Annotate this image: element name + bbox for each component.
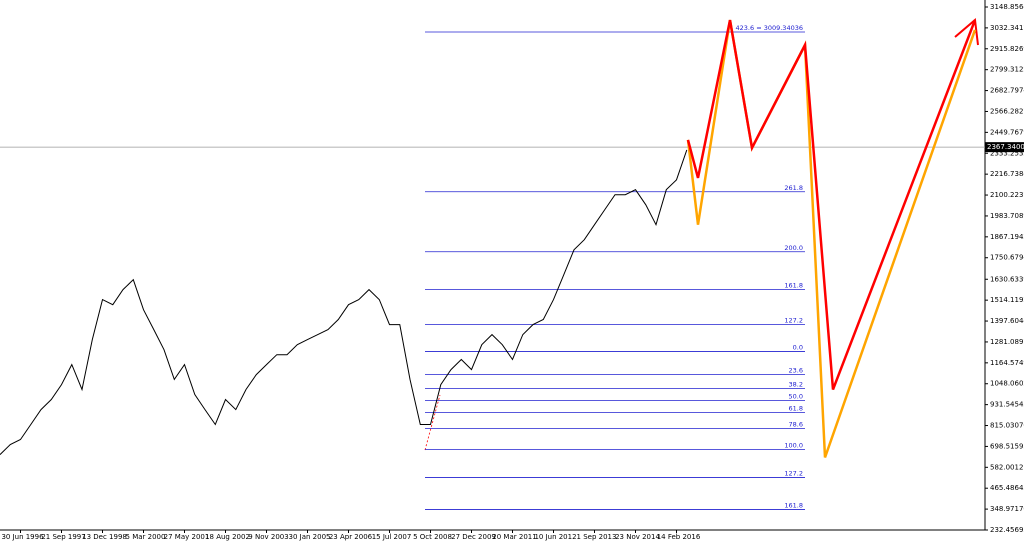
fib-label: 100.0	[784, 441, 803, 449]
y-tick-label: 3148.85645	[990, 3, 1024, 11]
arrow-head	[954, 18, 979, 46]
y-tick-label: 931.54545	[990, 401, 1024, 409]
x-tick-label: 1 Sep 2013	[577, 533, 617, 541]
y-tick-label: 2449.76795	[990, 128, 1024, 136]
y-tick-label: 2915.82695	[990, 45, 1024, 53]
x-tick-label: 13 Dec 1998	[82, 533, 127, 541]
y-tick-label: 465.48645	[990, 484, 1024, 492]
x-tick-label: 14 Feb 2016	[657, 533, 701, 541]
fib-label: 200.0	[784, 244, 803, 252]
y-tick-label: 348.97170	[990, 505, 1024, 513]
y-tick-label: 2333.25320	[990, 149, 1024, 157]
x-tick-label: 10 Jun 2012	[534, 533, 576, 541]
x-tick-label: 5 Mar 2000	[126, 533, 166, 541]
fib-label: 127.2	[784, 317, 803, 325]
fib-trend-line	[424, 394, 441, 451]
x-tick-label: 18 Aug 2002	[205, 533, 250, 541]
y-tick-label: 2216.73845	[990, 170, 1024, 178]
x-tick-label: 9 Nov 2003	[248, 533, 288, 541]
fib-label: 423.6 = 3009.34036	[736, 24, 803, 32]
projection-line	[686, 19, 977, 390]
y-tick-label: 2100.22370	[990, 191, 1024, 199]
fib-label: 38.2	[789, 381, 803, 389]
y-tick-label: 3032.34170	[990, 24, 1024, 32]
y-tick-label: 2799.31220	[990, 66, 1024, 74]
fib-label: 50.0	[789, 393, 803, 401]
fib-label: 127.2	[784, 469, 803, 477]
price-line	[0, 149, 688, 455]
current-price-label: 2367.34000	[987, 143, 1024, 151]
fib-label: 161.8	[784, 501, 803, 509]
y-tick-label: 1514.11920	[990, 296, 1024, 304]
fib-label: 78.6	[789, 420, 803, 428]
y-tick-label: 1750.67945	[990, 254, 1024, 262]
fib-label: 0.0	[793, 344, 803, 352]
fib-label: 161.8	[784, 282, 803, 290]
x-tick-label: 21 Sep 1997	[41, 533, 85, 541]
y-tick-label: 1630.63395	[990, 275, 1024, 283]
y-tick-label: 1048.06020	[990, 380, 1024, 388]
x-tick-label: 30 Jun 1996	[1, 533, 44, 541]
projection-line	[686, 19, 977, 458]
x-tick-label: 5 Oct 2008	[413, 533, 452, 541]
y-tick-label: 2682.79745	[990, 87, 1024, 95]
x-tick-label: 20 Mar 2011	[492, 533, 536, 541]
fib-label: 61.8	[789, 404, 803, 412]
current-price-box	[985, 142, 1024, 153]
y-tick-label: 582.0012	[990, 463, 1023, 471]
y-tick-label: 2566.28270	[990, 107, 1024, 115]
x-tick-label: 27 Dec 2009	[451, 533, 496, 541]
fib-label: 23.6	[789, 367, 803, 375]
y-tick-label: 1164.57495	[990, 359, 1024, 367]
y-tick-label: 1397.60445	[990, 317, 1024, 325]
x-tick-label: 15 Jul 2007	[372, 533, 412, 541]
y-tick-label: 232.45695	[990, 526, 1024, 534]
x-tick-label: 27 May 2001	[164, 533, 210, 541]
y-tick-label: 1983.70895	[990, 212, 1024, 220]
x-tick-label: 23 Apr 2006	[329, 533, 373, 541]
y-tick-label: 815.03070	[990, 422, 1024, 430]
fib-label: 261.8	[784, 184, 803, 192]
x-tick-label: 30 Jan 2005	[289, 533, 331, 541]
y-tick-label: 1867.19420	[990, 233, 1024, 241]
x-tick-label: 23 Nov 2014	[615, 533, 660, 541]
y-tick-label: 1281.08970	[990, 338, 1024, 346]
